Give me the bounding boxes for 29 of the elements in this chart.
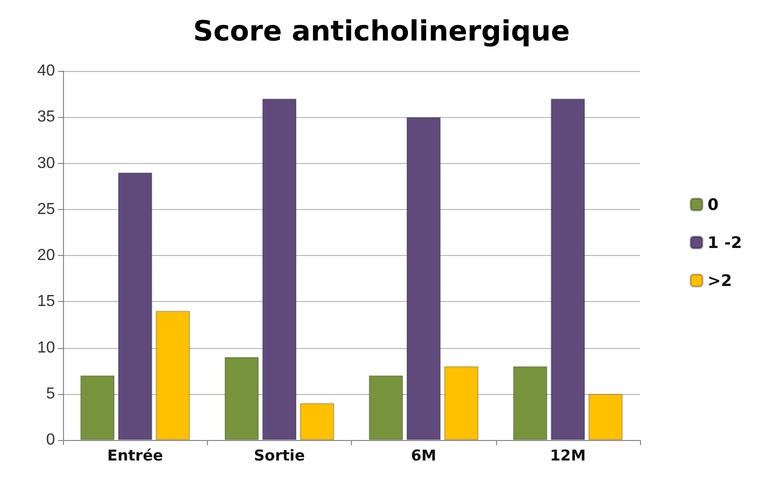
bar	[513, 366, 548, 440]
y-tick-label: 40	[37, 62, 56, 80]
bar	[406, 117, 441, 440]
bar	[118, 172, 152, 440]
x-tick-label: Sortie	[254, 446, 305, 464]
y-tick-label: 10	[37, 339, 56, 356]
y-tick-label: 0	[46, 432, 56, 448]
y-tick-label: 20	[37, 247, 56, 264]
chart-title: Score anticholinergique	[193, 14, 570, 48]
bar	[262, 98, 297, 440]
legend-label: 1 -2	[708, 233, 742, 252]
bar	[300, 403, 334, 440]
x-tick-label: 12M	[550, 446, 586, 464]
y-tick-label: 30	[37, 154, 56, 172]
bar	[224, 356, 259, 440]
bar	[80, 375, 115, 440]
bar	[368, 375, 404, 440]
bar	[550, 98, 586, 440]
y-tick-label: 15	[37, 293, 56, 310]
bar	[588, 394, 623, 440]
legend-label: >2	[708, 271, 732, 290]
y-tick-label: 25	[37, 200, 56, 218]
x-tick-label: 6M	[410, 446, 436, 464]
legend-label: 0	[708, 195, 719, 214]
y-tick-label: 5	[46, 385, 56, 402]
bar	[444, 366, 478, 440]
bar	[156, 310, 190, 440]
x-tick-label: Entrée	[107, 446, 164, 464]
y-tick-label: 35	[37, 108, 56, 126]
